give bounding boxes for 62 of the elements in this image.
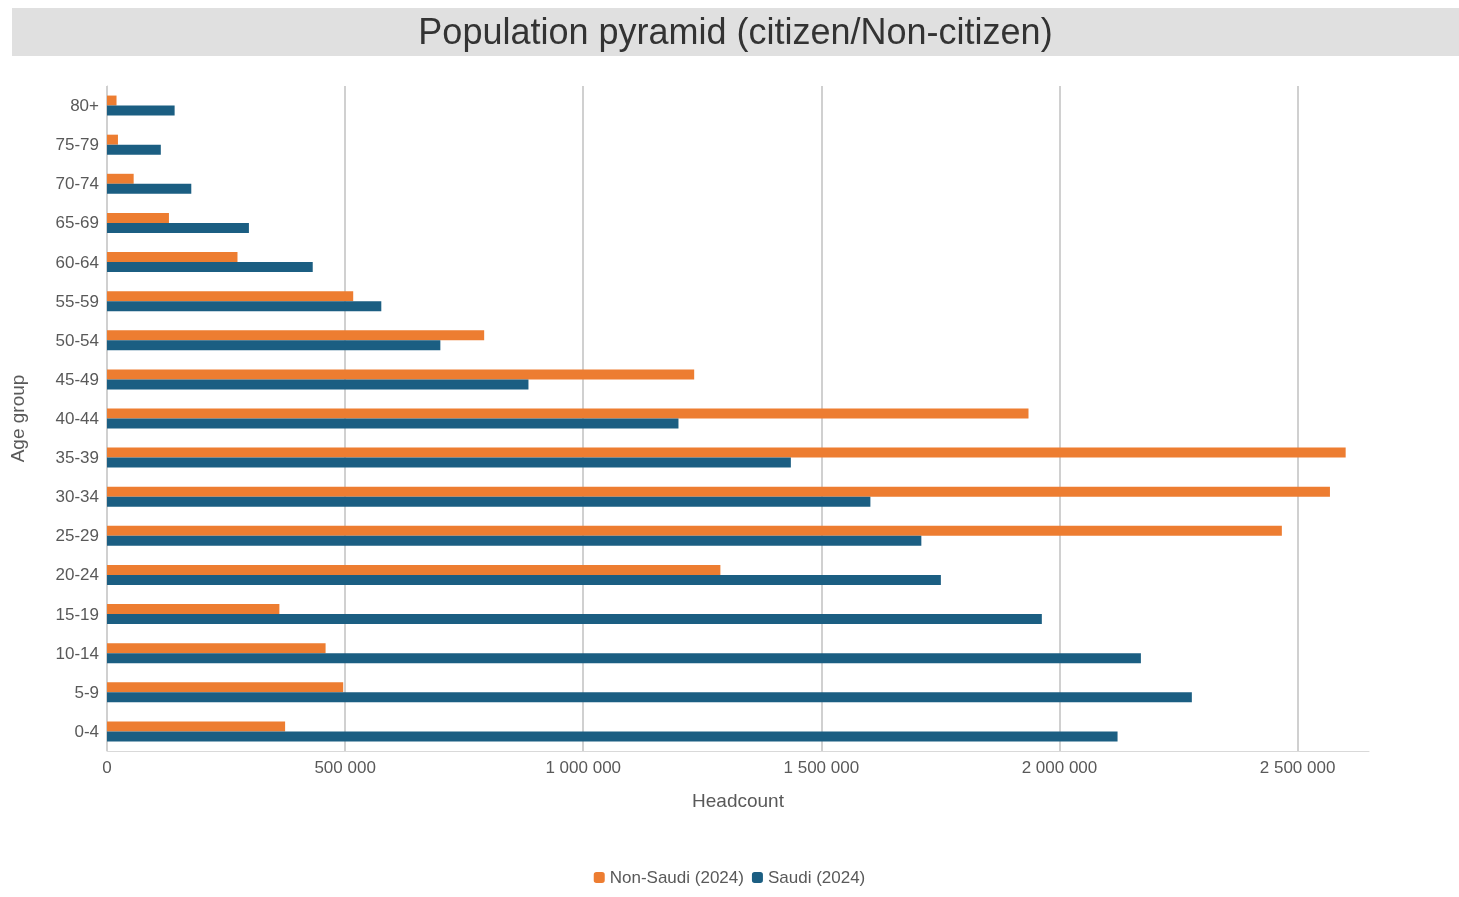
x-tick-label: 1 500 000 — [783, 758, 860, 777]
bar — [107, 604, 280, 615]
x-tick-label: 2 000 000 — [1021, 758, 1098, 777]
y-tick-label: 55-59 — [55, 291, 99, 311]
bar — [107, 721, 286, 732]
bar — [107, 418, 679, 429]
bar — [107, 643, 326, 654]
bar — [107, 692, 1192, 703]
y-tick-label: 25-29 — [55, 526, 99, 546]
bar — [107, 653, 1141, 664]
bar — [107, 614, 1042, 625]
bar — [107, 134, 118, 145]
x-tick-label: 500 000 — [314, 758, 376, 777]
y-tick-label: 45-49 — [55, 369, 99, 389]
bar — [107, 212, 169, 223]
bar — [107, 574, 941, 585]
bar — [107, 447, 1346, 458]
bar — [107, 340, 441, 351]
y-tick-label: 5-9 — [74, 682, 99, 702]
bar — [107, 262, 313, 273]
bar — [107, 535, 922, 546]
x-tick-label: 2 500 000 — [1259, 758, 1336, 777]
bar — [107, 496, 871, 507]
y-tick-label: 30-34 — [55, 487, 99, 507]
y-tick-label: 40-44 — [55, 409, 99, 428]
bar — [107, 183, 192, 194]
bar — [107, 731, 1118, 742]
x-tick-label: 0 — [102, 758, 112, 777]
y-axis-title: Age group — [7, 374, 28, 463]
y-tick-label: 35-39 — [55, 448, 99, 468]
bar — [107, 173, 134, 184]
bar — [107, 369, 695, 380]
bar — [107, 408, 1029, 419]
bar — [107, 457, 791, 468]
bar — [107, 301, 382, 312]
bar — [107, 682, 344, 693]
y-tick-label: 65-69 — [55, 213, 99, 233]
legend-label: Saudi (2024) — [767, 868, 866, 887]
bar — [107, 486, 1330, 497]
y-tick-label: 60-64 — [55, 252, 99, 272]
y-tick-label: 0-4 — [74, 721, 99, 741]
bar — [107, 95, 117, 106]
legend-label: Non-Saudi (2024) — [609, 868, 744, 887]
bar — [107, 222, 249, 233]
x-axis-title: Headcount — [692, 790, 785, 811]
x-tick-label: 1 000 000 — [545, 758, 622, 777]
y-tick-label: 70-74 — [55, 174, 99, 194]
chart-title: Population pyramid (citizen/Non-citizen) — [12, 8, 1459, 56]
bar — [107, 105, 175, 116]
y-tick-label: 10-14 — [55, 643, 99, 663]
bar — [107, 525, 1282, 536]
bar — [107, 379, 529, 390]
y-tick-label: 80+ — [70, 96, 100, 116]
y-tick-label: 20-24 — [55, 565, 99, 585]
bar — [107, 144, 161, 155]
bar — [107, 330, 485, 341]
bar — [107, 252, 238, 263]
bar — [107, 291, 354, 302]
y-tick-label: 15-19 — [55, 604, 99, 624]
y-tick-label: 75-79 — [55, 135, 99, 155]
y-tick-label: 50-54 — [55, 330, 99, 350]
bar — [107, 564, 721, 575]
